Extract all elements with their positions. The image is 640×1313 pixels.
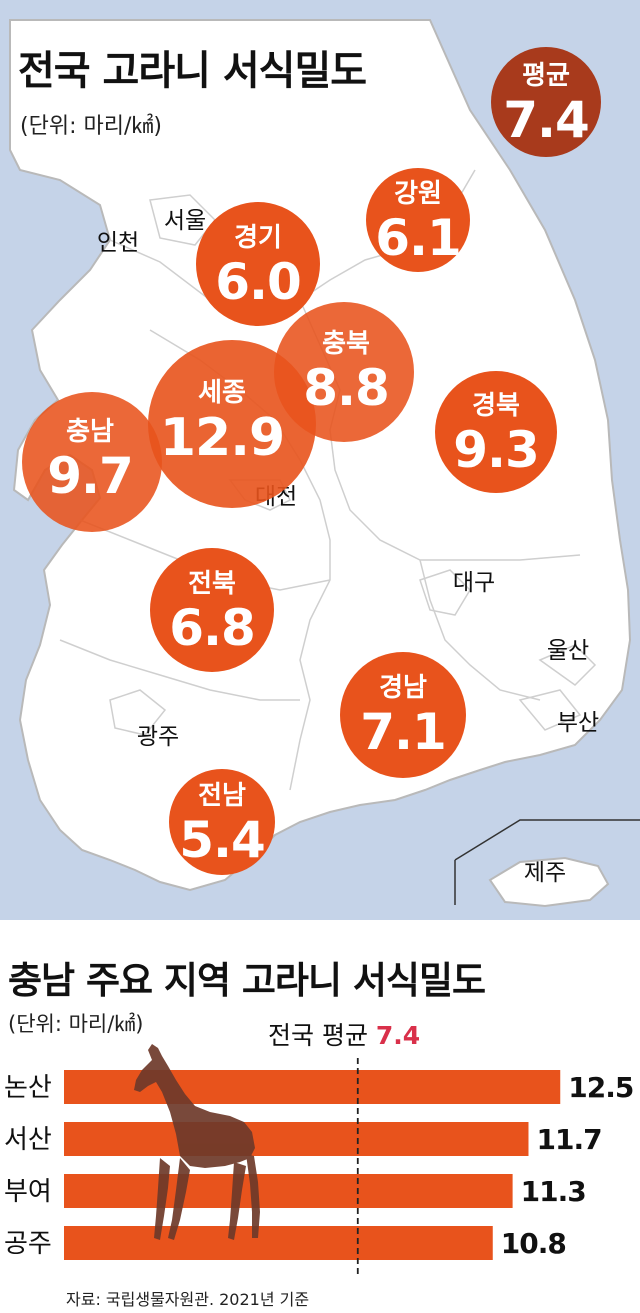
bar-value-label-3: 10.8	[501, 1227, 566, 1260]
region-name-average: 평균	[522, 61, 570, 91]
bar-chart-title: 충남 주요 지역 고라니 서식밀도	[8, 959, 486, 1002]
region-name-chungbuk: 충북	[322, 329, 370, 359]
bar-value-label-0: 12.5	[568, 1071, 633, 1104]
bubble-gyeongbuk	[435, 371, 557, 493]
bubble-gyeonggi	[196, 202, 320, 326]
average-annotation: 전국 평균 7.4	[268, 1016, 420, 1052]
region-value-chungbuk: 8.8	[303, 359, 390, 417]
city-label-jeju: 제주	[523, 860, 567, 886]
bar-value-label-1: 11.7	[536, 1123, 601, 1156]
bar-2	[64, 1174, 513, 1208]
bubble-label-gyeongbuk: 경북 9.3	[453, 391, 540, 479]
bubble-gangwon	[366, 168, 470, 272]
region-name-sejong: 세종	[198, 378, 246, 408]
bar-category-label-2: 부여	[4, 1177, 52, 1207]
region-value-gangwon: 6.1	[375, 209, 462, 267]
city-label-seoul: 서울	[163, 208, 207, 234]
bubble-gyeongnam	[340, 652, 466, 778]
region-name-gyeongbuk: 경북	[472, 391, 520, 421]
average-value: 7.4	[375, 1021, 421, 1050]
jeju-inset-frame	[454, 819, 640, 905]
bubble-label-gangwon: 강원 6.1	[375, 179, 462, 267]
bar-chart-unit: (단위: 마리/㎢)	[8, 1012, 144, 1036]
korea-map	[9, 19, 640, 908]
bar-chart-svg: 논산 12.5 서산 11.7 부여 11.3 공주 10.8	[4, 1044, 634, 1278]
city-label-gwangju: 광주	[136, 724, 180, 750]
city-label-busan: 부산	[556, 710, 600, 736]
city-label-daegu: 대구	[452, 570, 496, 596]
map-title: 전국 고라니 서식밀도	[18, 48, 367, 94]
bar-panel: 충남 주요 지역 고라니 서식밀도 (단위: 마리/㎢) 전국 평균 7.4 논…	[0, 920, 640, 1313]
jeju-island	[488, 856, 610, 908]
bar-1	[64, 1122, 529, 1156]
region-name-chungnam: 충남	[66, 417, 114, 447]
bar-category-label-3: 공주	[4, 1229, 52, 1259]
region-name-jeonbuk: 전북	[188, 569, 236, 599]
city-label-ulsan: 울산	[546, 638, 590, 664]
map-panel: 전국 고라니 서식밀도 (단위: 마리/㎢) 서울 인천 대전 대구 울산 부산…	[0, 0, 640, 920]
region-value-chungnam: 9.7	[47, 447, 134, 505]
deer-silhouette	[134, 1044, 260, 1240]
map-unit: (단위: 마리/㎢)	[20, 114, 162, 139]
bubble-chungbuk	[274, 302, 414, 442]
region-name-gyeonggi: 경기	[234, 223, 282, 253]
region-value-gyeonggi: 6.0	[215, 253, 302, 311]
bubble-label-sejong: 세종 12.9	[159, 378, 285, 468]
bar-3	[64, 1226, 493, 1260]
region-name-gyeongnam: 경남	[379, 673, 427, 703]
bubble-label-average: 평균 7.4	[503, 61, 590, 149]
region-value-gyeongbuk: 9.3	[453, 421, 540, 479]
bar-category-label-1: 서산	[4, 1125, 52, 1155]
region-value-jeonnam: 5.4	[179, 811, 266, 869]
bubble-label-chungbuk: 충북 8.8	[303, 329, 390, 417]
bubble-label-gyeonggi: 경기 6.0	[215, 223, 302, 311]
bubble-average	[491, 47, 601, 157]
city-label-incheon: 인천	[96, 230, 140, 256]
bar-category-label-0: 논산	[4, 1073, 52, 1103]
bar-value-label-2: 11.3	[521, 1175, 586, 1208]
bubble-chungnam	[22, 392, 162, 532]
bubble-label-jeonnam: 전남 5.4	[179, 781, 266, 869]
average-label: 전국 평균	[268, 1021, 368, 1050]
region-value-jeonbuk: 6.8	[169, 599, 256, 657]
bubble-label-jeonbuk: 전북 6.8	[169, 569, 256, 657]
bubble-jeonbuk	[150, 548, 274, 672]
source-note: 자료: 국립생물자원관. 2021년 기준	[66, 1290, 310, 1309]
region-value-sejong: 12.9	[159, 408, 285, 468]
region-value-average: 7.4	[503, 91, 590, 149]
bubble-label-gyeongnam: 경남 7.1	[360, 673, 447, 761]
region-value-gyeongnam: 7.1	[360, 703, 447, 761]
region-name-jeonnam: 전남	[198, 781, 246, 811]
region-name-gangwon: 강원	[394, 179, 442, 209]
bubble-label-chungnam: 충남 9.7	[47, 417, 134, 505]
bubble-jeonnam	[169, 769, 275, 875]
